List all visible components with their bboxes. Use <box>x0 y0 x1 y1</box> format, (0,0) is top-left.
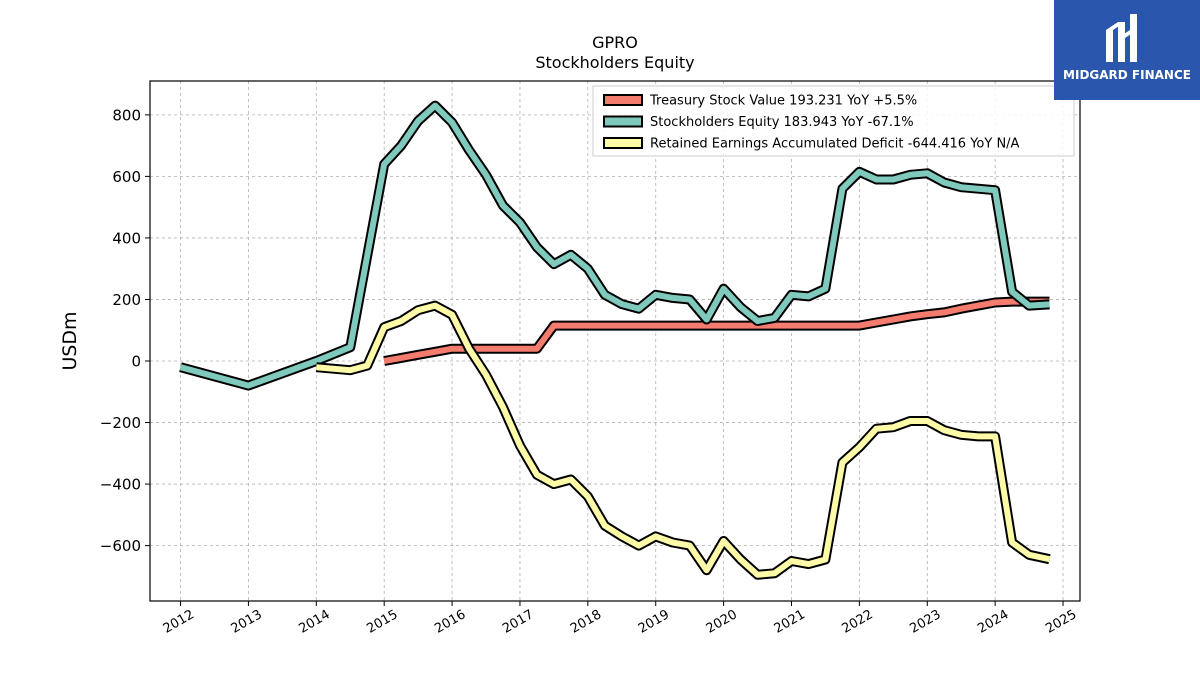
x-tick-label: 2024 <box>975 607 1011 637</box>
legend-box <box>592 85 1075 157</box>
chart-subtitle: Stockholders Equity <box>535 53 694 72</box>
logo-mark-icon <box>1106 14 1137 62</box>
x-tick-label: 2023 <box>907 607 943 637</box>
series-retained-earnings-accumulated-deficit-line <box>316 302 1051 578</box>
y-tick-label: 200 <box>112 291 141 309</box>
y-tick-label: 600 <box>112 168 141 186</box>
legend-swatch <box>603 115 643 128</box>
y-axis: −600 −400 −200 0 200 400 600 800 <box>100 106 150 555</box>
x-axis: 2012 2013 2014 2015 2016 2017 2018 2019 2020 2021… <box>161 601 1079 637</box>
y-tick-label: −600 <box>100 537 141 555</box>
grid <box>150 81 1080 601</box>
x-tick-label: 2021 <box>772 607 808 637</box>
y-tick-label: 800 <box>112 106 141 124</box>
legend-label: Retained Earnings Accumulated Deficit -6… <box>650 137 1020 152</box>
x-tick-label: 2016 <box>432 607 468 637</box>
plot-frame <box>149 80 1081 602</box>
series-treasury-stock-value-line <box>383 298 1050 364</box>
chart-title: GPRO <box>592 33 638 52</box>
legend-swatch <box>603 94 643 106</box>
x-tick-label: 2012 <box>161 607 197 637</box>
x-tick-label: 2022 <box>840 607 876 637</box>
legend-label: Stockholders Equity 183.943 YoY -67.1% <box>650 115 914 130</box>
y-tick-label: 0 <box>131 353 141 371</box>
legend: Treasury Stock Value 193.231 YoY +5.5% St… <box>592 85 1075 157</box>
legend-label: Treasury Stock Value 193.231 YoY +5.5% <box>649 94 917 109</box>
x-tick-label: 2015 <box>364 607 400 637</box>
y-tick-label: −200 <box>100 414 141 432</box>
y-axis-label: USDm <box>59 311 81 370</box>
y-tick-label: 400 <box>112 229 141 247</box>
midgard-finance-logo: MIDGARD FINANCE <box>1054 0 1200 100</box>
series-stockholders-equity-line <box>179 102 1050 389</box>
x-tick-label: 2014 <box>296 607 332 637</box>
x-tick-label: 2013 <box>229 607 265 637</box>
legend-swatch <box>603 137 643 149</box>
series-lines <box>179 100 1051 580</box>
x-tick-label: 2020 <box>704 607 740 637</box>
x-tick-label: 2017 <box>500 607 536 637</box>
x-tick-label: 2025 <box>1043 607 1079 637</box>
x-tick-label: 2018 <box>568 607 604 637</box>
y-tick-label: −400 <box>100 476 141 494</box>
logo-text: MIDGARD FINANCE <box>1063 68 1191 82</box>
x-tick-label: 2019 <box>636 607 672 637</box>
series-retained-earnings-accumulated-deficit-outline <box>315 300 1051 580</box>
